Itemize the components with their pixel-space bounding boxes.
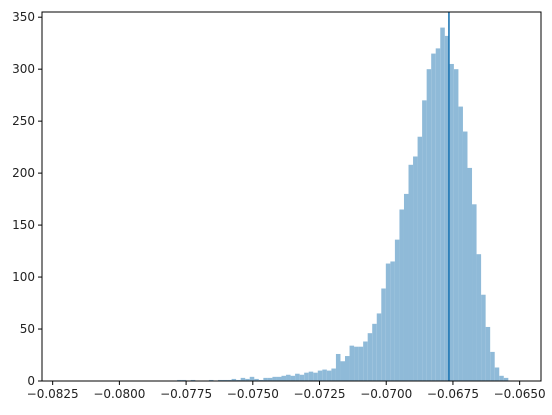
histogram-bar — [295, 373, 300, 381]
histogram-bar — [426, 69, 432, 382]
x-tick-label: −0.0825 — [27, 387, 79, 401]
histogram-bar — [335, 353, 341, 381]
histogram-bar — [245, 378, 250, 381]
histogram-bar — [408, 164, 414, 381]
histogram-bar — [467, 167, 473, 381]
histogram-bar — [276, 376, 282, 381]
histogram-bar — [326, 370, 332, 381]
histogram-bar — [231, 378, 237, 381]
histogram-bar — [308, 371, 314, 381]
histogram-bar — [286, 374, 291, 381]
histogram-bar — [177, 379, 182, 381]
histogram-bar — [481, 294, 486, 381]
y-tick-label: 200 — [12, 166, 35, 180]
histogram-bar — [458, 106, 463, 381]
histogram-bar — [399, 209, 404, 381]
y-tick-label: 0 — [27, 374, 35, 388]
x-tick-label: −0.0650 — [494, 387, 546, 401]
histogram-bar — [263, 377, 268, 381]
histogram-bar — [499, 375, 504, 381]
histogram-bar — [367, 333, 373, 381]
histogram-bar — [422, 100, 427, 381]
histogram-bar — [485, 326, 491, 381]
histogram-bar — [313, 372, 318, 381]
x-tick-label: −0.0725 — [293, 387, 345, 401]
y-tick-label: 300 — [12, 62, 35, 76]
histogram-bar — [390, 261, 395, 381]
histogram-bar — [444, 35, 450, 381]
x-tick-label: −0.0750 — [227, 387, 279, 401]
x-axis: −0.0825 −0.0800 −0.0775 −0.0750 −0.0725 −0.07… — [27, 381, 546, 401]
histogram-bar — [462, 131, 468, 381]
histogram-bar — [376, 313, 382, 381]
y-axis: 0 50 100 150 200 250 300 350 — [12, 10, 42, 388]
histogram-bar — [331, 368, 336, 381]
histogram-bar — [476, 254, 482, 381]
histogram-bar — [208, 379, 214, 381]
x-tick-label: −0.0700 — [360, 387, 412, 401]
histogram-bar — [453, 69, 459, 382]
histogram-bar — [494, 367, 500, 381]
histogram-bar — [181, 379, 187, 381]
histogram-bar — [222, 379, 228, 381]
histogram-bar — [349, 345, 355, 381]
histogram-bar — [363, 341, 368, 381]
histogram-bar — [449, 63, 454, 381]
histogram-bar — [236, 379, 241, 381]
histogram-bar — [340, 361, 346, 381]
y-tick-label: 150 — [12, 218, 35, 232]
histogram-bar — [322, 369, 327, 381]
histogram-bar — [354, 346, 359, 381]
histogram-bar — [503, 377, 509, 381]
histogram-bar — [290, 375, 296, 381]
y-tick-label: 350 — [12, 10, 35, 24]
histogram-bar — [403, 193, 409, 381]
histogram-bar — [372, 323, 377, 381]
histogram-bars — [177, 27, 509, 382]
histogram-bar — [385, 263, 391, 381]
y-tick-label: 50 — [20, 322, 35, 336]
x-tick-label: −0.0675 — [427, 387, 479, 401]
histogram-bar — [317, 370, 323, 381]
histogram-bar — [440, 27, 445, 381]
histogram-bar — [413, 156, 418, 381]
y-tick-label: 100 — [12, 270, 35, 284]
histogram-bar — [417, 136, 423, 381]
histogram-bar — [345, 356, 350, 381]
histogram-bar — [272, 376, 277, 381]
histogram-bar — [217, 379, 223, 381]
histogram-bar — [431, 53, 436, 382]
histogram-bar — [267, 377, 273, 381]
histogram-bar — [299, 374, 305, 381]
histogram-bar — [190, 379, 196, 381]
histogram-bar — [258, 379, 264, 381]
histogram-bar — [304, 372, 309, 381]
histogram-bar — [394, 239, 400, 381]
histogram-bar — [381, 288, 386, 381]
x-tick-label: −0.0775 — [160, 387, 212, 401]
histogram-bar — [249, 376, 255, 381]
y-tick-label: 250 — [12, 114, 35, 128]
histogram-bar — [254, 378, 259, 381]
axes-frame — [41, 11, 542, 382]
histogram-bar — [435, 48, 441, 382]
histogram-bar — [240, 377, 246, 381]
histogram-bar — [227, 379, 232, 381]
histogram-bar — [472, 204, 477, 381]
histogram-bar — [281, 375, 287, 381]
histogram-bar — [490, 351, 495, 381]
histogram-bar — [358, 346, 364, 381]
x-tick-label: −0.0800 — [93, 387, 145, 401]
